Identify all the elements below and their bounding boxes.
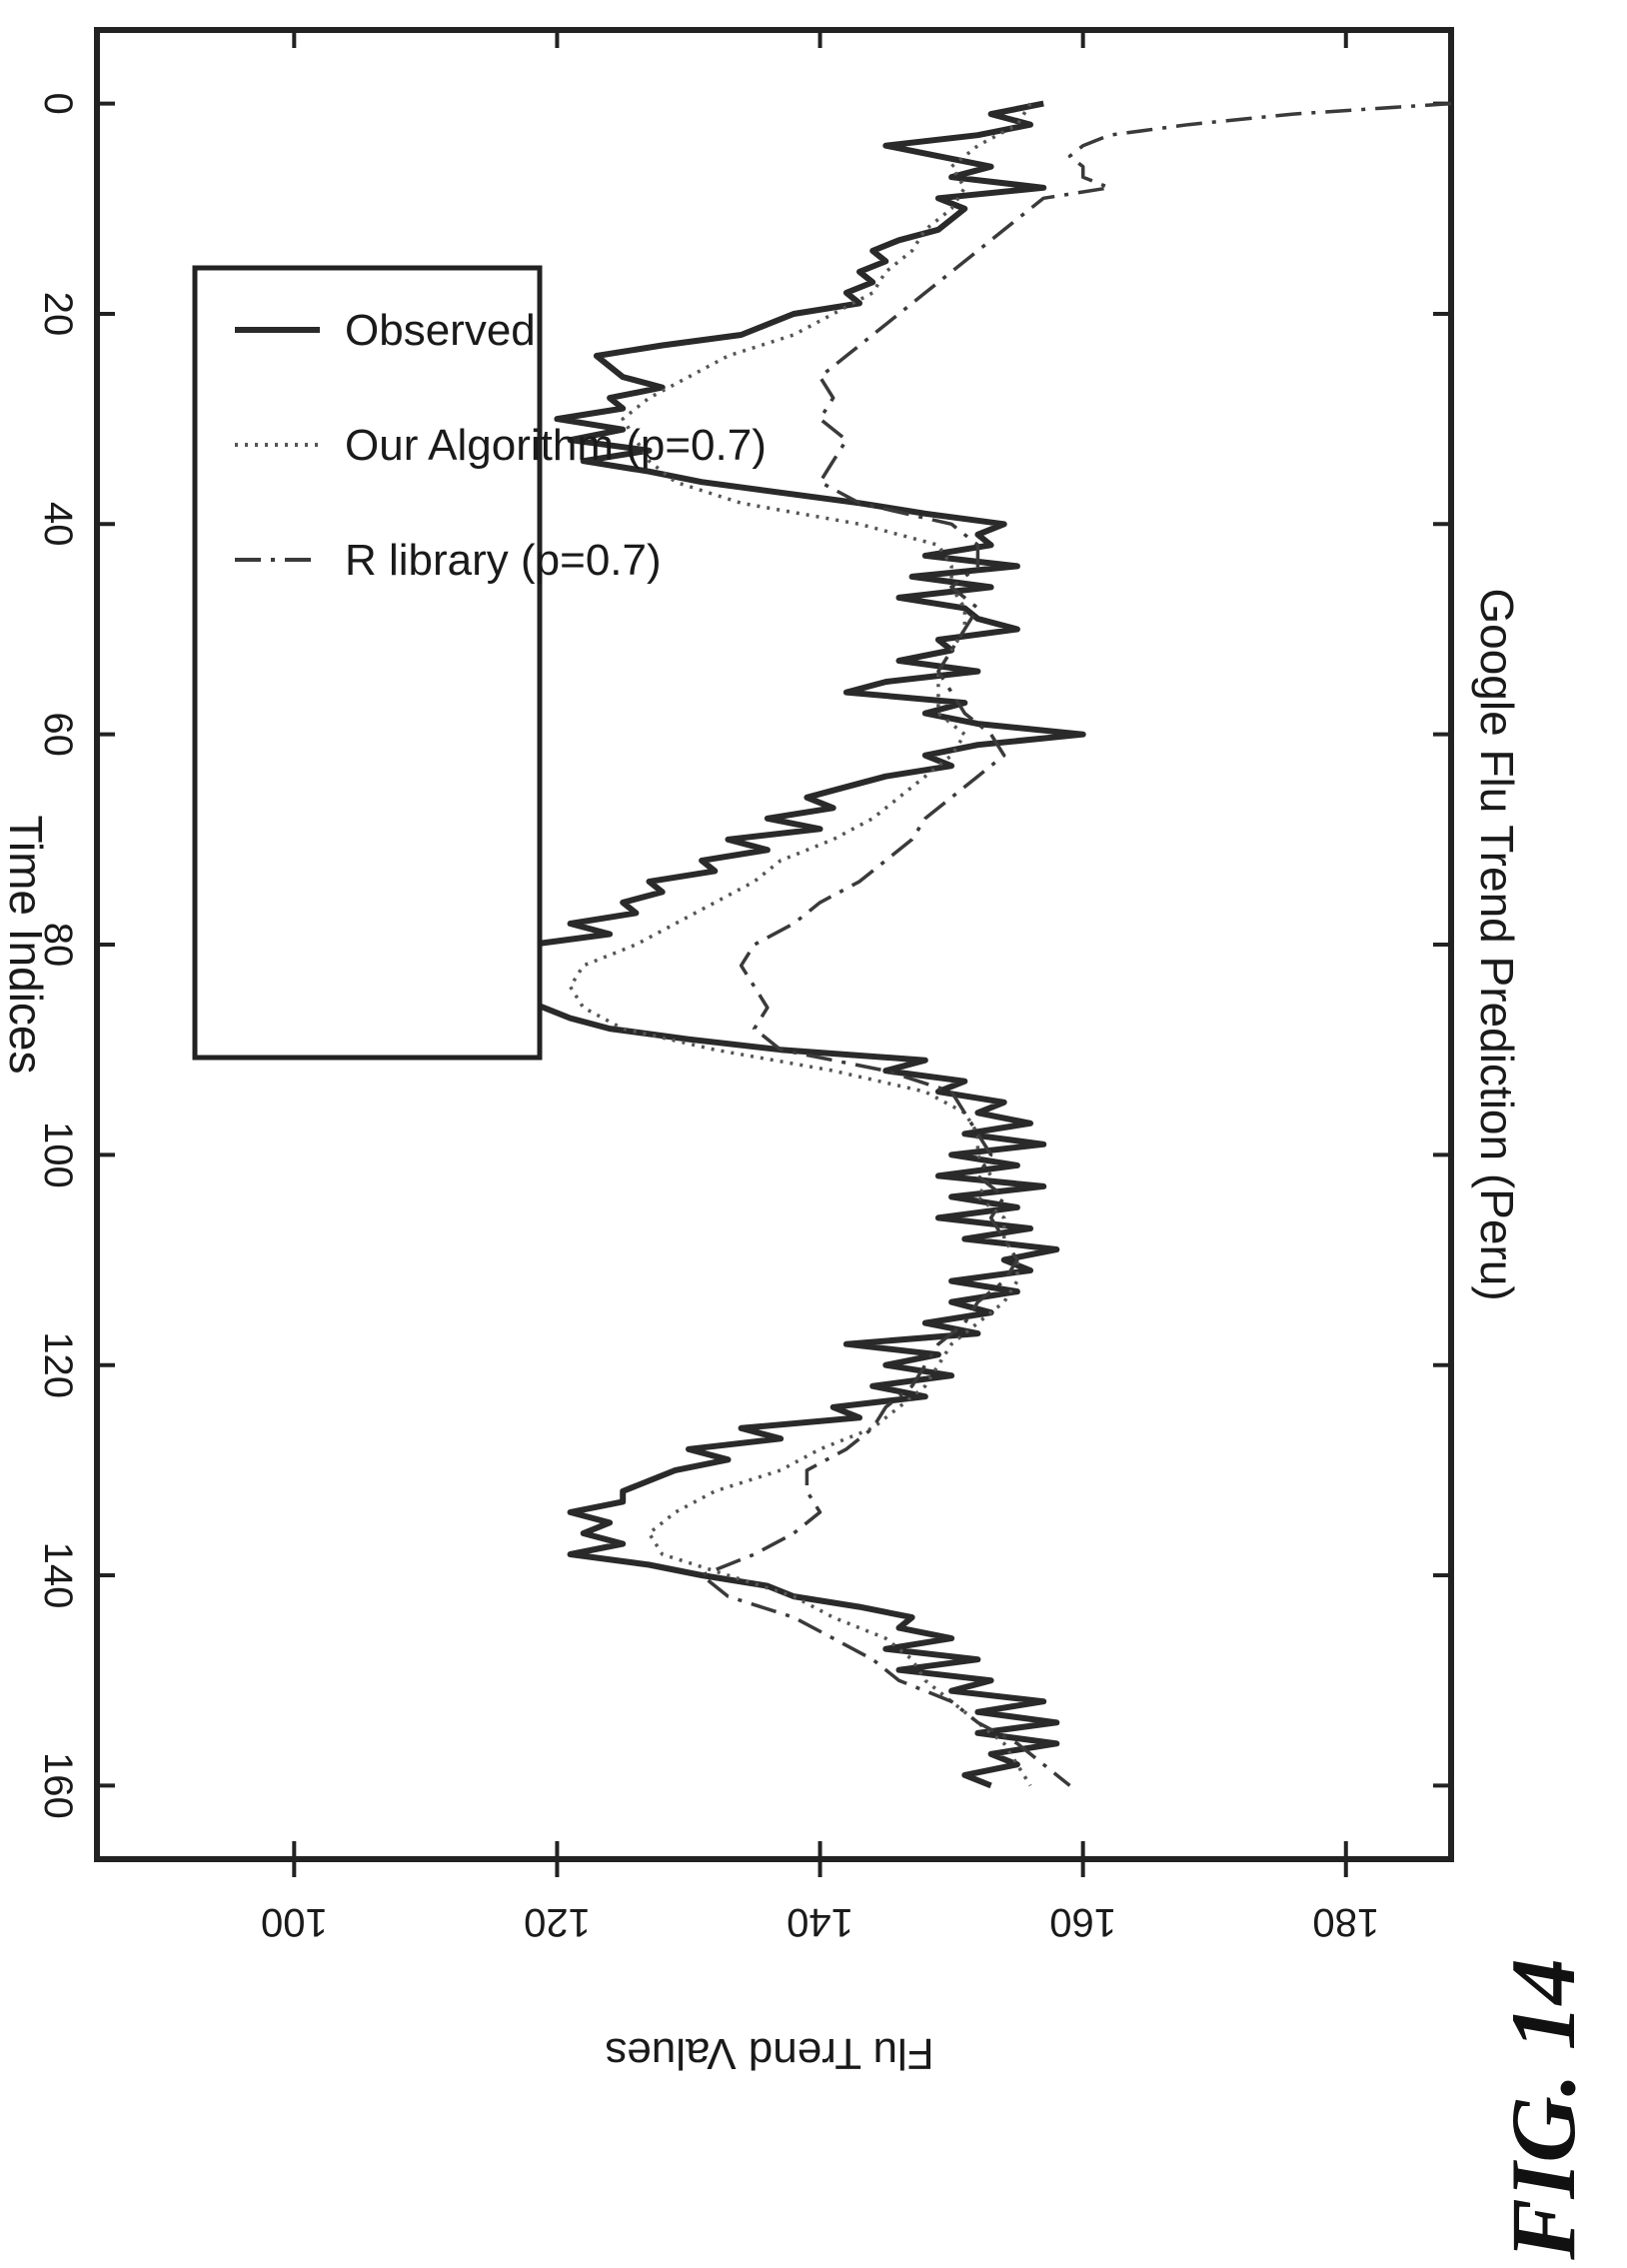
x-axis-ticks: 0 20 40 60 80 100 120 140 160	[36, 92, 1451, 1819]
x-tick-label: 80	[36, 923, 80, 968]
legend-label-1: Our Algorithm (p=0.7)	[345, 421, 767, 470]
series-line-2	[700, 101, 1452, 1787]
series-layer	[462, 100, 1452, 1789]
legend-label-2: R library (p=0.7)	[345, 536, 662, 585]
x-tick-label: 160	[36, 1752, 80, 1819]
series-line-0	[462, 100, 1086, 1789]
y-tick-label: 180	[1312, 1900, 1379, 1944]
y-tick-label: 120	[524, 1900, 591, 1944]
x-tick-label: 120	[36, 1331, 80, 1398]
legend-label-0: Observed	[345, 306, 536, 355]
y-tick-label: 140	[787, 1900, 853, 1944]
y-axis-label: Flu Trend Values	[605, 2029, 933, 2078]
x-tick-label: 40	[36, 502, 80, 547]
chart-title: Google Flu Trend Prediction (Peru)	[1471, 588, 1523, 1300]
x-tick-label: 60	[36, 712, 80, 757]
y-tick-label: 100	[261, 1900, 328, 1944]
y-axis-ticks: 100 120 140 160 180	[261, 30, 1379, 1944]
x-tick-label: 140	[36, 1542, 80, 1609]
legend-box	[192, 265, 543, 1061]
x-tick-label: 0	[36, 92, 80, 114]
x-tick-label: 20	[36, 292, 80, 337]
y-tick-label: 160	[1049, 1900, 1116, 1944]
legend: Observed Our Algorithm (p=0.7) R library (…	[192, 265, 767, 1061]
series-line-1	[568, 102, 1032, 1787]
x-tick-label: 100	[36, 1122, 80, 1188]
figure-label: FIG. 14	[1492, 1958, 1594, 2261]
x-axis-label: Time Indices	[0, 815, 52, 1074]
